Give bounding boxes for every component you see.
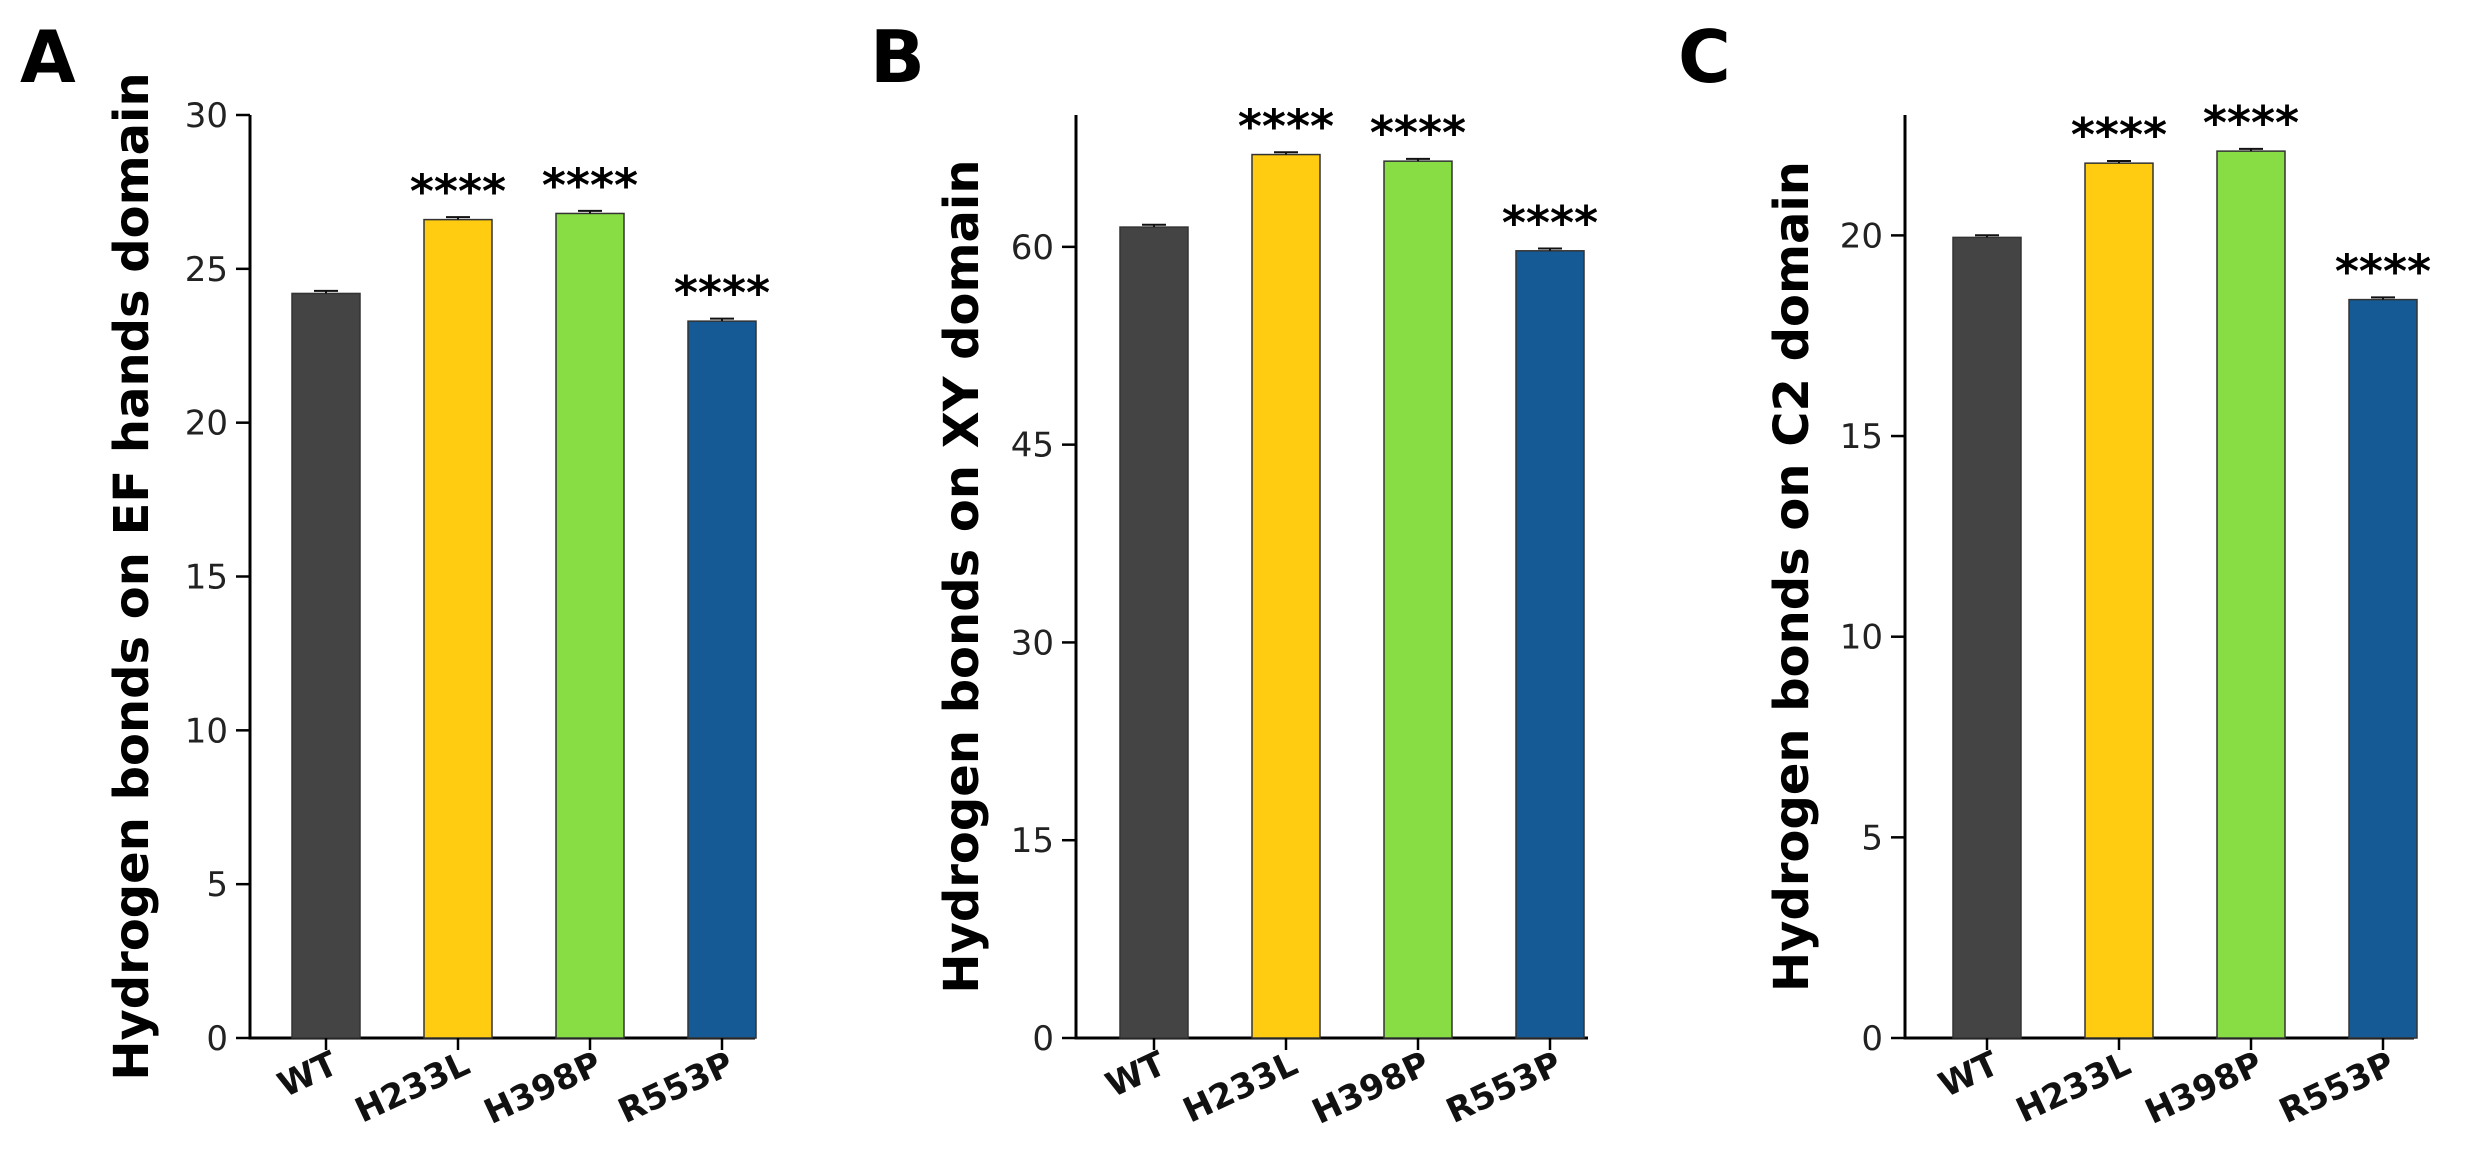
x-tick-label: R553P xyxy=(612,1044,740,1132)
bar-r553p xyxy=(1515,250,1585,1039)
chart-panel-b: B Hydrogen bonds on XY domain 0 15 30 45 60 WT *… xyxy=(870,15,1598,1133)
x-tick-label: WT xyxy=(1100,1044,1173,1106)
y-tick-label: 5 xyxy=(206,865,228,905)
y-axis-label: Hydrogen bonds on XY domain xyxy=(934,159,990,993)
y-axis-label: Hydrogen bonds on C2 domain xyxy=(1764,161,1820,992)
y-tick-label: 5 xyxy=(1861,818,1883,858)
y-tick-label: 45 xyxy=(1011,426,1054,466)
x-tick-label: R553P xyxy=(2273,1044,2401,1132)
significance-label: **** xyxy=(2335,245,2431,299)
y-tick-label: 10 xyxy=(185,711,228,751)
bar-r553p xyxy=(2348,298,2418,1039)
y-tick-label: 10 xyxy=(1840,618,1883,658)
panel-letter: A xyxy=(20,15,76,99)
bar-h233l xyxy=(423,218,493,1039)
bar-wt xyxy=(1952,236,2022,1039)
significance-label: **** xyxy=(1502,196,1598,250)
y-tick-label: 30 xyxy=(185,96,228,136)
y-tick-label: 25 xyxy=(185,250,228,290)
bar-r553p xyxy=(687,320,757,1039)
y-tick-label: 20 xyxy=(1840,216,1883,256)
y-tick-label: 20 xyxy=(185,404,228,444)
x-tick-label: H233L xyxy=(349,1044,476,1131)
y-tick-label: 0 xyxy=(206,1019,228,1059)
significance-label: **** xyxy=(674,266,770,320)
significance-label: **** xyxy=(410,165,506,219)
x-tick-label: H398P xyxy=(2139,1044,2269,1133)
significance-label: **** xyxy=(1370,106,1466,160)
x-tick-label: H398P xyxy=(478,1044,608,1133)
significance-label: **** xyxy=(1238,100,1334,154)
panel-letter: C xyxy=(1678,15,1731,99)
x-tick-label: WT xyxy=(1933,1044,2006,1106)
x-tick-label: H233L xyxy=(1177,1044,1304,1131)
y-tick-label: 0 xyxy=(1032,1019,1054,1059)
x-tick-label: R553P xyxy=(1440,1044,1568,1132)
y-tick-label: 30 xyxy=(1011,623,1054,663)
x-tick-label: WT xyxy=(272,1044,345,1106)
bar-h233l xyxy=(1251,153,1321,1039)
x-tick-label: H398P xyxy=(1306,1044,1436,1133)
chart-panel-a: A Hydrogen bonds on EF hands domain 0 5 10 15… xyxy=(20,15,770,1133)
bar-wt xyxy=(291,292,361,1039)
bar-wt xyxy=(1119,226,1189,1039)
y-axis-label: Hydrogen bonds on EF hands domain xyxy=(104,72,160,1080)
y-tick-label: 0 xyxy=(1861,1019,1883,1059)
chart-panel-c: C Hydrogen bonds on C2 domain 0 5 10 15 20 WT **… xyxy=(1678,15,2431,1133)
y-tick-label: 15 xyxy=(1840,417,1883,457)
x-tick-label: H233L xyxy=(2010,1044,2137,1131)
bar-h233l xyxy=(2084,162,2154,1039)
significance-label: **** xyxy=(2203,96,2299,150)
y-tick-label: 15 xyxy=(185,558,228,598)
y-tick-label: 60 xyxy=(1011,228,1054,268)
bar-h398p xyxy=(2216,150,2286,1039)
bar-h398p xyxy=(555,212,625,1039)
bar-h398p xyxy=(1383,160,1453,1039)
y-tick-label: 15 xyxy=(1011,821,1054,861)
significance-label: **** xyxy=(542,158,638,212)
significance-label: **** xyxy=(2071,108,2167,162)
panel-letter: B xyxy=(870,15,925,99)
